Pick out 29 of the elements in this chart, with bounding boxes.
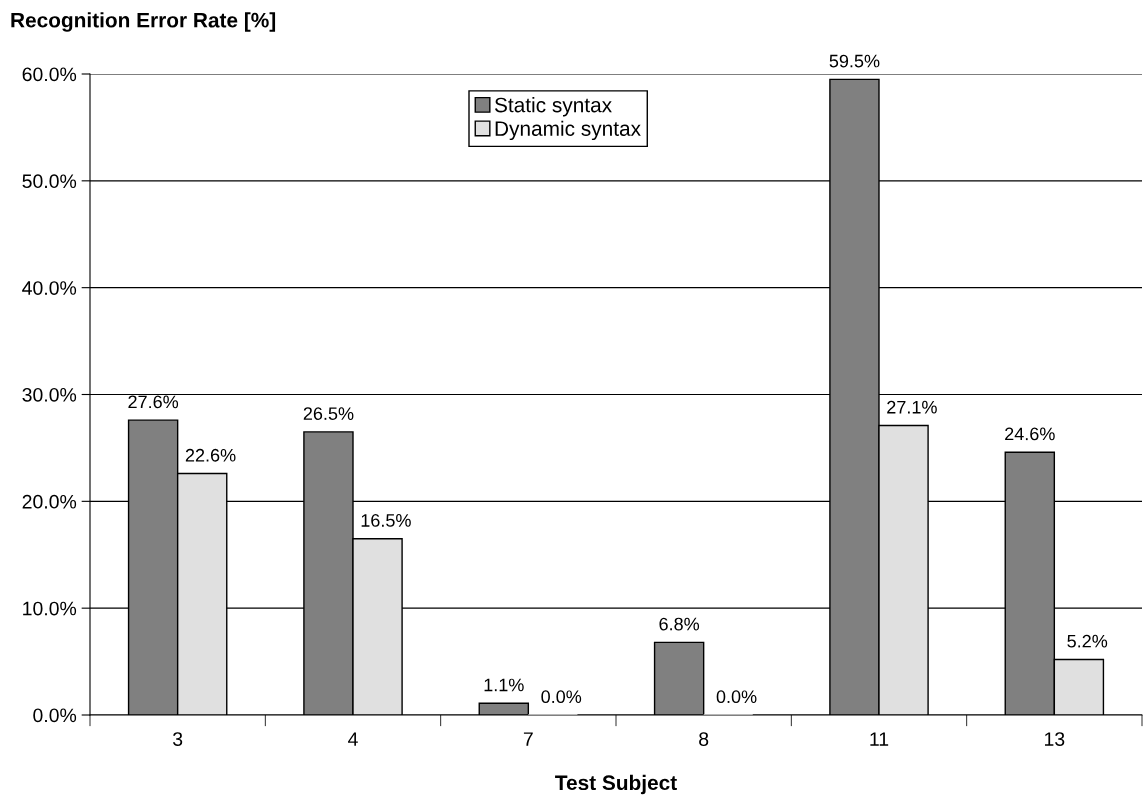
x-tick-label: 3 (173, 732, 183, 746)
x-tick-label: 4 (348, 732, 358, 746)
x-tick-label: 11 (870, 732, 889, 746)
data-label: 16.5% (361, 514, 411, 527)
y-tick-label: 60.0% (22, 67, 77, 82)
y-tick-label: 0.0% (33, 708, 77, 723)
x-axis-title: Test Subject (555, 774, 677, 795)
y-tick-label: 20.0% (22, 494, 77, 509)
data-label: 5.2% (1067, 634, 1108, 648)
y-tick-label: 30.0% (22, 387, 77, 402)
data-label: 0.0% (716, 690, 757, 704)
data-label: 1.1% (484, 678, 524, 692)
y-tick-label: 40.0% (22, 281, 77, 295)
data-label: 26.5% (303, 407, 354, 420)
data-label: 59.5% (829, 54, 880, 68)
data-label: 22.6% (185, 448, 236, 462)
y-tick-label: 10.0% (23, 601, 77, 616)
data-label: 27.1% (887, 400, 937, 414)
data-label: 6.8% (659, 617, 700, 631)
x-tick-label: 7 (523, 732, 533, 746)
y-tick-label: 50.0% (22, 174, 77, 189)
data-label: 24.6% (1005, 427, 1055, 441)
data-label: 27.6% (128, 395, 179, 409)
y-axis-title: Recognition Error Rate [%] (11, 12, 276, 32)
legend-label: Dynamic syntax (495, 120, 641, 141)
x-tick-label: 13 (1045, 732, 1065, 746)
legend-label: Static syntax (494, 97, 612, 117)
x-tick-label: 8 (699, 732, 709, 746)
data-label: 0.0% (541, 690, 582, 704)
